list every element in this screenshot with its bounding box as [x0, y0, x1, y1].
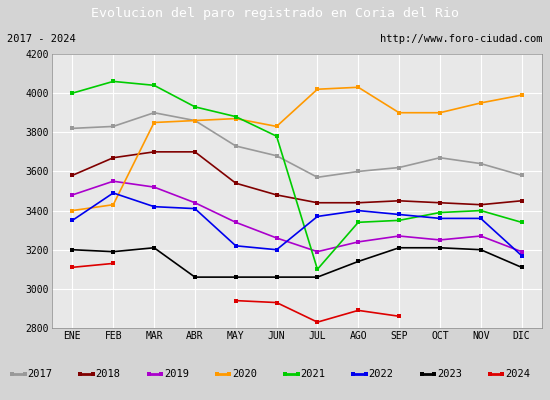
- Text: 2017: 2017: [28, 369, 52, 379]
- Text: 2023: 2023: [437, 369, 462, 379]
- Text: Evolucion del paro registrado en Coria del Rio: Evolucion del paro registrado en Coria d…: [91, 8, 459, 20]
- Text: 2021: 2021: [300, 369, 325, 379]
- Text: 2017 - 2024: 2017 - 2024: [8, 34, 76, 44]
- Text: 2020: 2020: [232, 369, 257, 379]
- Text: http://www.foro-ciudad.com: http://www.foro-ciudad.com: [380, 34, 542, 44]
- Text: 2018: 2018: [96, 369, 120, 379]
- Text: 2024: 2024: [505, 369, 530, 379]
- Text: 2019: 2019: [164, 369, 189, 379]
- Text: 2022: 2022: [368, 369, 393, 379]
